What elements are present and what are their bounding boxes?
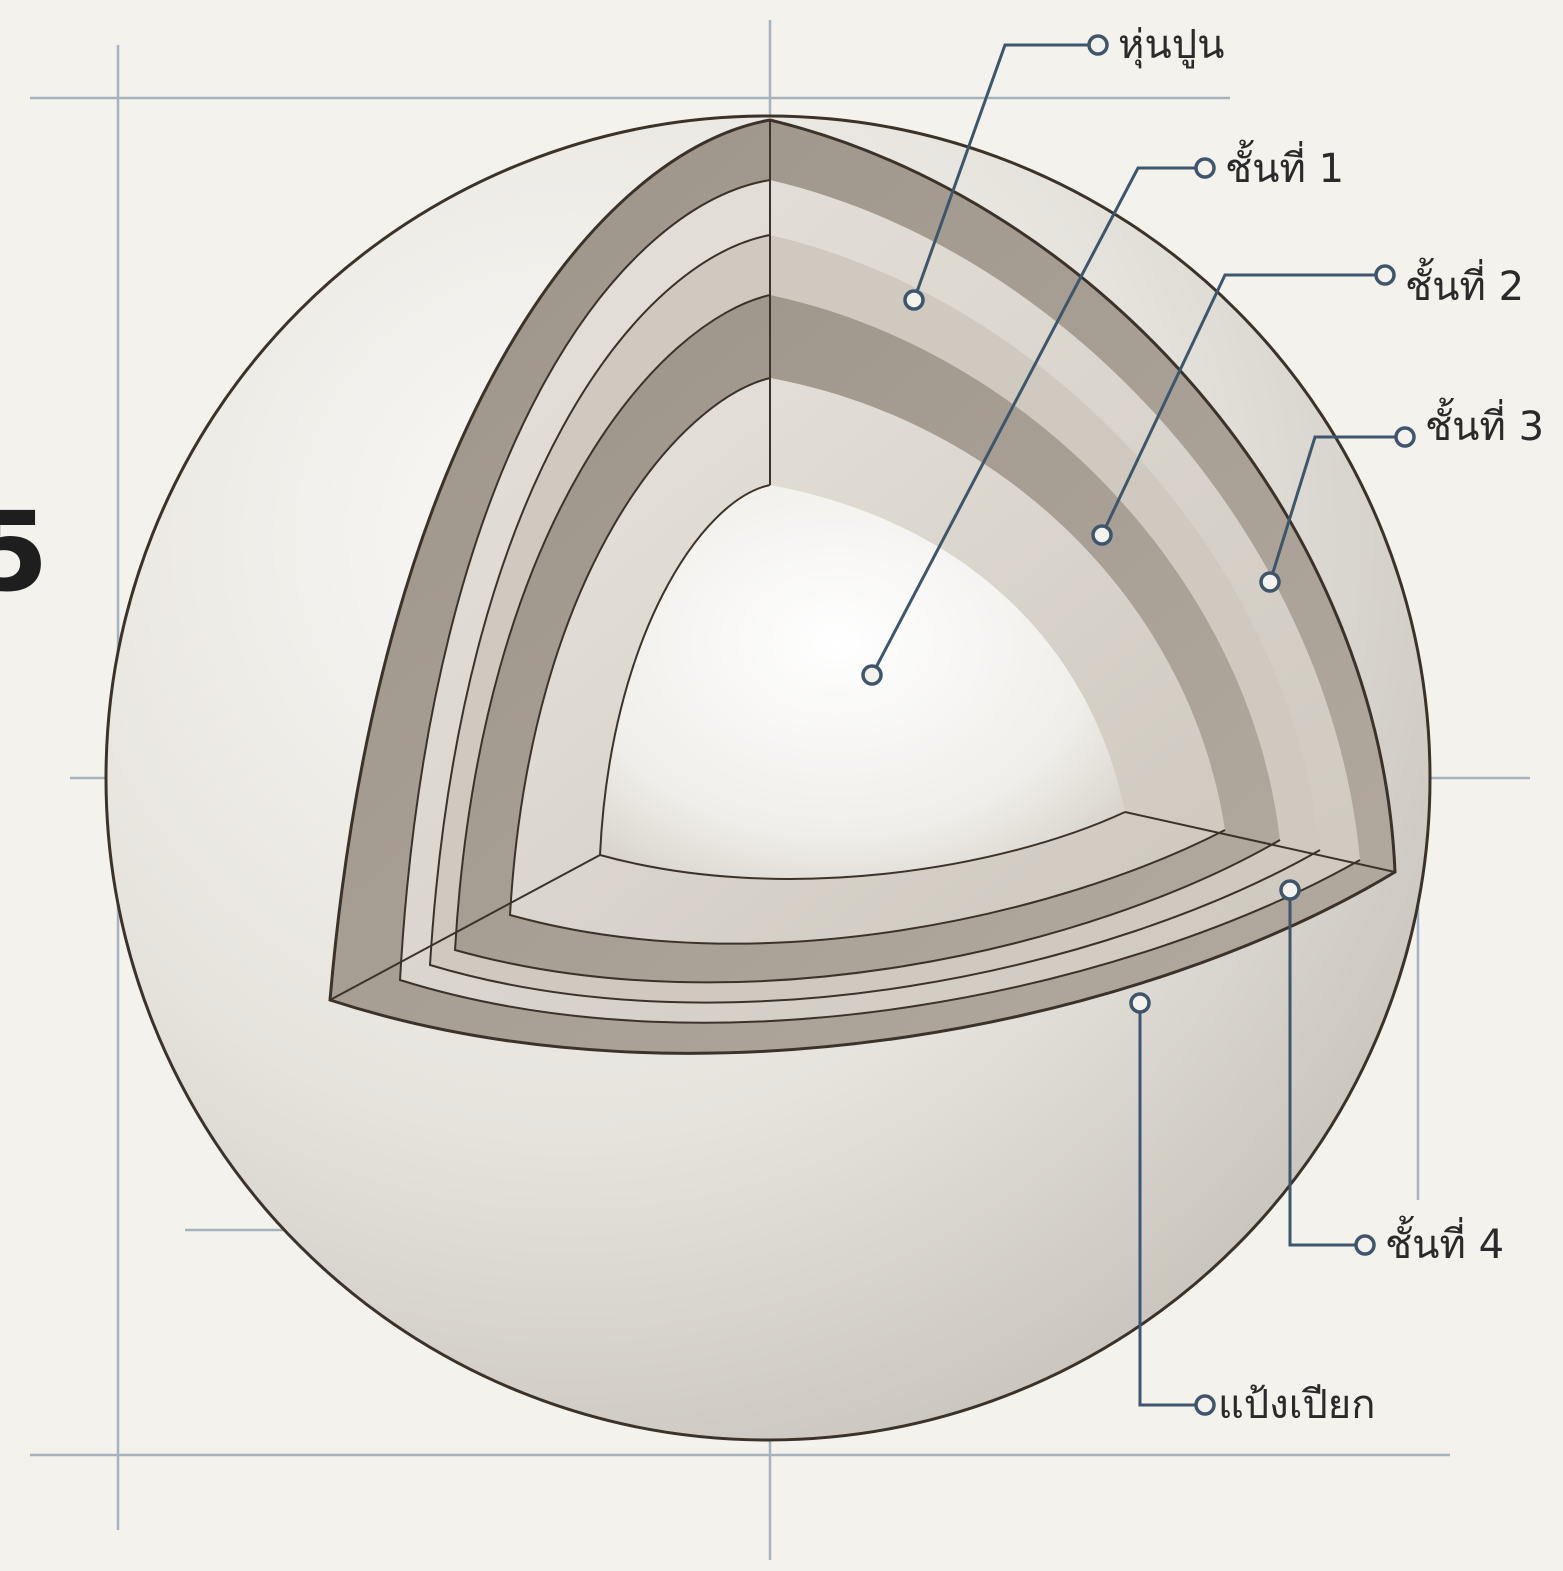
label-layer-2: ชั้นที่ 2 — [1405, 257, 1524, 310]
endpoint-layer-2 — [1374, 264, 1396, 286]
leader-layer-1 — [870, 166, 1205, 676]
label-layer-1: ชั้นที่ 1 — [1225, 139, 1344, 192]
leader-layer-4 — [1288, 890, 1365, 1247]
endpoint-layer-4 — [1354, 1234, 1376, 1256]
label-wet-dough: แป้งเปียก — [1218, 1382, 1375, 1428]
cutaway-wedge — [330, 120, 1395, 1054]
point-plaster-mold — [903, 289, 925, 311]
point-layer-3 — [1259, 571, 1281, 593]
edge-glyph: 5 — [0, 488, 49, 616]
wedge-band-outlines — [330, 120, 1395, 1024]
endpoint-layer-3 — [1394, 426, 1416, 448]
point-layer-1 — [861, 664, 883, 686]
endpoint-layer-1 — [1194, 157, 1216, 179]
point-layer-4 — [1279, 879, 1301, 901]
endpoint-wet-dough — [1194, 1394, 1216, 1416]
wet-dough-core — [600, 485, 1125, 879]
endpoint-plaster-mold — [1087, 34, 1109, 56]
point-layer-2 — [1091, 524, 1113, 546]
label-layer-3: ชั้นที่ 3 — [1425, 397, 1544, 450]
leader-layer-3 — [1268, 435, 1405, 583]
leader-plaster-mold — [912, 43, 1098, 301]
leader-lines — [870, 43, 1405, 1407]
leader-points — [861, 34, 1416, 1416]
label-layer-4: ชั้นที่ 4 — [1385, 1215, 1504, 1268]
leader-layer-2 — [1100, 273, 1385, 536]
label-plaster-mold: หุ่นปูน — [1118, 22, 1224, 69]
leader-wet-dough — [1138, 1003, 1205, 1407]
cutaway-outline — [328, 118, 1397, 1055]
point-wet-dough — [1129, 992, 1151, 1014]
